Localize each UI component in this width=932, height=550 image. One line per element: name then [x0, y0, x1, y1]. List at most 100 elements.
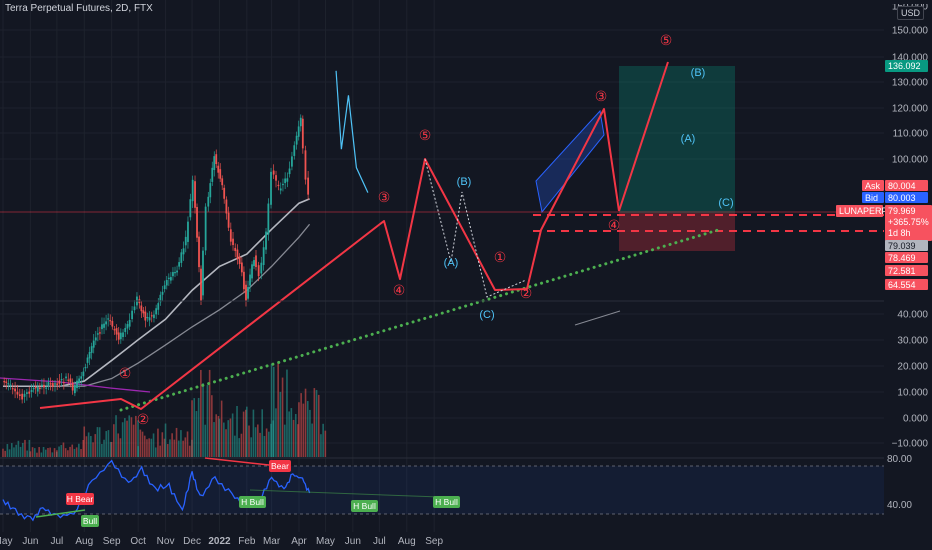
volume-bar: [143, 435, 146, 457]
volume-bar: [10, 443, 13, 457]
rsi-h-bull-badge-3: H Bull: [435, 497, 458, 507]
candle-body: [279, 188, 282, 191]
candle-body: [299, 117, 302, 127]
candle-body: [217, 165, 220, 173]
ask-tag: Ask: [865, 181, 881, 191]
volume-bar: [171, 433, 173, 457]
last-price-badge-bg: [885, 205, 932, 241]
volume-bar: [211, 395, 213, 457]
volume-bar: [101, 443, 103, 457]
volume-bar: [182, 440, 184, 457]
rsi-h-bull-badge-2-bg: [351, 500, 378, 512]
wave-label-impulse: ④: [608, 218, 621, 234]
time-tick-label: Feb: [238, 536, 256, 547]
volume-bar: [180, 430, 182, 457]
currency-button[interactable]: USD: [897, 6, 925, 20]
candle-body: [286, 178, 289, 182]
volume-bar: [124, 418, 126, 457]
candle-body: [211, 167, 214, 182]
candle-body: [238, 256, 241, 265]
price-tick-label: 140.000: [892, 53, 929, 64]
candle-body: [245, 284, 247, 301]
volume-bar: [246, 406, 248, 457]
candle-body: [36, 386, 39, 392]
volume-bar: [290, 408, 293, 457]
candle-body: [107, 318, 110, 320]
volume-bar: [206, 385, 209, 457]
volume-bar: [186, 431, 189, 457]
candle-body: [282, 183, 284, 186]
ma-slow-extension: [574, 310, 621, 326]
candle-body: [255, 255, 257, 268]
time-tick-label: Jun: [345, 536, 361, 547]
bid-tag-bg: [862, 192, 884, 203]
candle-body: [34, 386, 37, 389]
candle-body: [240, 262, 243, 273]
candle-body: [277, 184, 280, 187]
candle-body: [146, 316, 149, 319]
rsi-h-bear-badge: H Bear: [67, 494, 94, 504]
time-tick-label: May: [0, 536, 12, 547]
candle-body: [103, 323, 105, 328]
candle-body: [9, 384, 12, 386]
candle-body: [198, 236, 200, 268]
volume-bar: [298, 402, 300, 457]
candle-body: [187, 221, 189, 242]
wave-label-corrective: (A): [444, 257, 459, 269]
level-3-badge-bg: [885, 279, 928, 290]
candle-body: [178, 262, 181, 267]
volume-bars: [2, 362, 327, 457]
candle-body: [140, 305, 143, 312]
volume-bar: [236, 405, 238, 457]
candle-body: [209, 183, 212, 198]
volume-bar: [320, 434, 322, 457]
volume-bar: [223, 422, 225, 457]
wave-label-impulse: ①: [494, 250, 507, 266]
rsi-bull-badge-bg: [81, 515, 99, 527]
candle-body: [167, 277, 170, 279]
candle-body: [182, 248, 185, 255]
candle-body: [105, 321, 107, 325]
volume-bar: [148, 438, 150, 457]
volume-bar: [58, 446, 60, 457]
volume-bar: [150, 438, 153, 457]
volume-bar: [213, 422, 215, 457]
candle-body: [253, 260, 255, 267]
volume-bar: [263, 435, 266, 457]
candle-body: [184, 236, 187, 246]
volume-bar: [281, 377, 284, 457]
volume-bar: [166, 444, 169, 457]
change-badge: +365.75%: [888, 217, 929, 227]
volume-bar: [126, 420, 128, 457]
candle-body: [128, 319, 131, 327]
candle-body: [215, 154, 218, 165]
symbol-tag: LUNAPERP: [839, 206, 888, 216]
price-lines: [0, 198, 720, 412]
candle-body: [176, 270, 178, 273]
volume-bar: [87, 432, 90, 457]
wave-label-impulse: ②: [520, 286, 533, 302]
purple-ma-line: [0, 377, 151, 393]
candle-body: [213, 156, 216, 171]
volume-bar: [175, 427, 178, 457]
candle-body: [225, 199, 228, 214]
volume-bar: [227, 420, 230, 457]
volume-bar: [270, 363, 273, 457]
rsi-tick-label: 80.00: [887, 454, 912, 465]
price-tick-label: 120.000: [892, 104, 929, 115]
volume-bar: [292, 419, 295, 457]
candle-body: [262, 247, 265, 266]
target-zone: [619, 66, 735, 213]
candle-body: [275, 175, 277, 181]
price-tick-label: 40.000: [897, 310, 928, 321]
volume-bar: [294, 413, 297, 457]
volume-bar: [259, 432, 261, 457]
volume-bar: [13, 447, 15, 457]
rsi-bull-divergence: [35, 509, 86, 518]
candle-body: [86, 357, 89, 363]
volume-bar: [60, 445, 63, 457]
candle-body: [90, 346, 93, 353]
volume-bar: [94, 434, 97, 457]
volume-bar: [29, 451, 32, 457]
